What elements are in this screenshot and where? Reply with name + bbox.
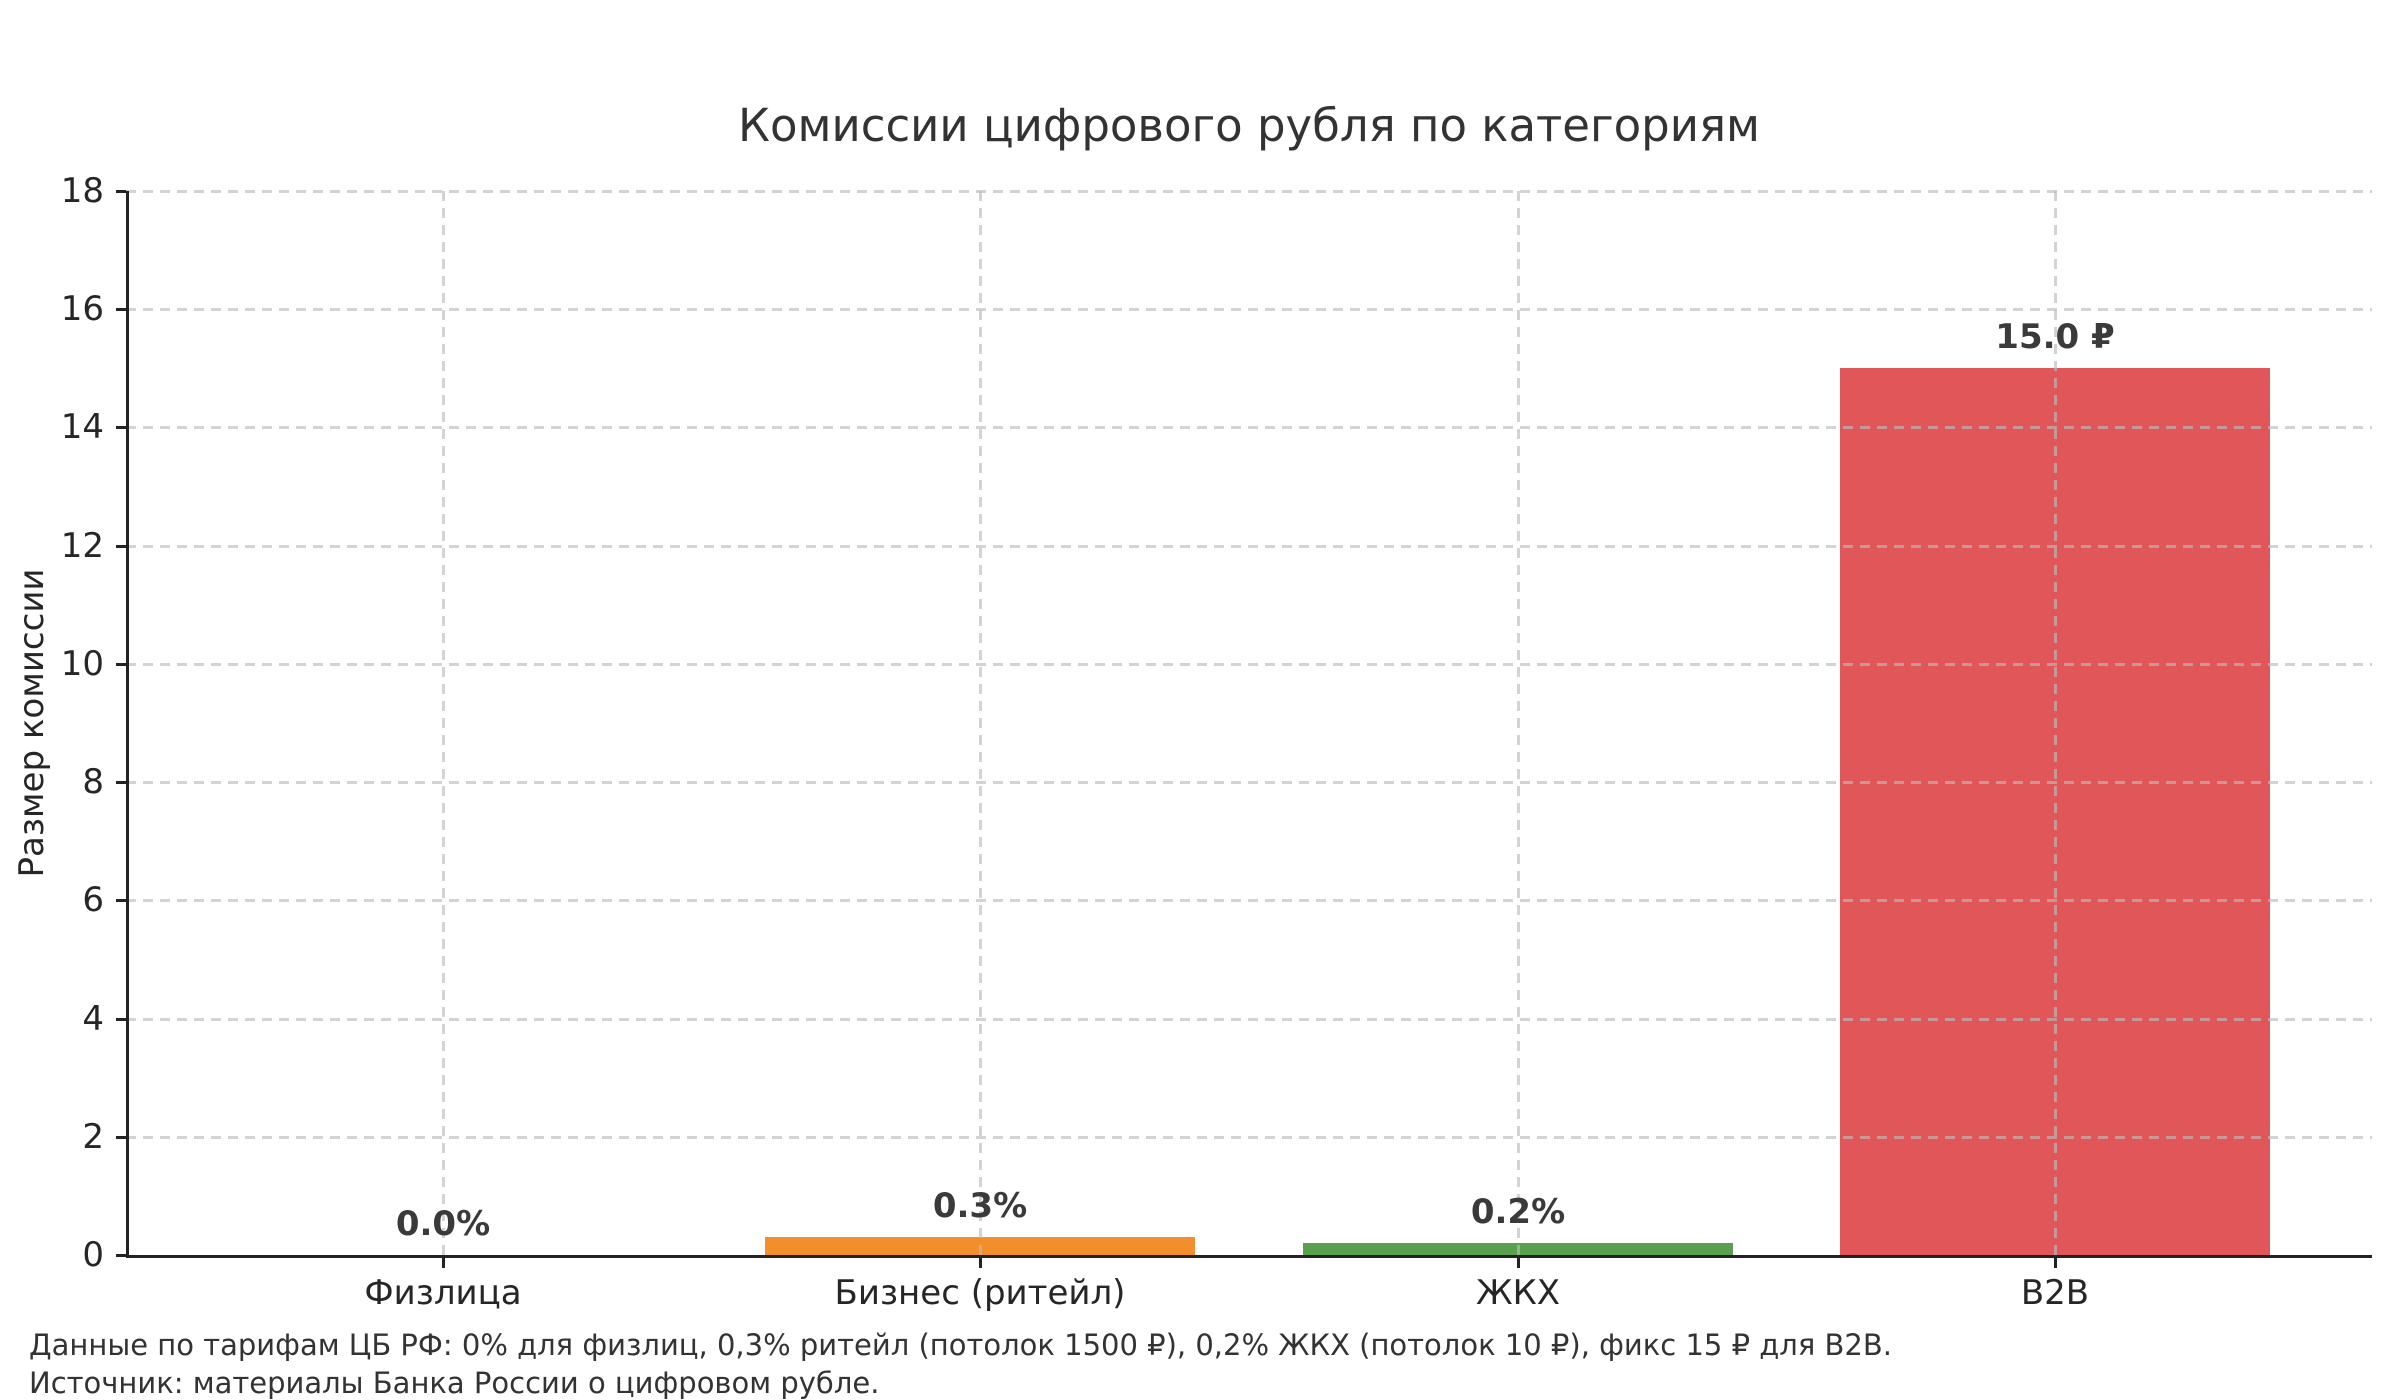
x-tick-mark (979, 1258, 982, 1268)
bar-value-label: 0.0% (395, 1204, 491, 1244)
y-tick-mark (116, 545, 126, 548)
x-tick-label: ЖКХ (1475, 1273, 1561, 1313)
x-tick-label: B2B (2020, 1273, 2090, 1313)
bar-value-label: 15.0 ₽ (1995, 317, 2115, 357)
x-gridline (1517, 191, 1520, 1255)
x-tick-label: Физлица (364, 1273, 522, 1313)
bar-value-label: 0.3% (932, 1186, 1028, 1226)
y-tick-label: 18 (60, 171, 104, 211)
y-tick-label: 8 (82, 762, 104, 802)
footnote-line-1: Данные по тарифам ЦБ РФ: 0% для физлиц, … (29, 1328, 1892, 1362)
y-tick-label: 16 (60, 289, 104, 329)
y-tick-mark (116, 781, 126, 784)
y-gridline (126, 545, 2372, 548)
y-tick-mark (116, 426, 126, 429)
y-axis-label: Размер комиссии (12, 568, 52, 878)
y-tick-mark (116, 1018, 126, 1021)
x-tick-label: Бизнес (ритейл) (834, 1273, 1126, 1313)
y-tick-mark (116, 663, 126, 666)
x-gridline (442, 191, 445, 1255)
y-tick-label: 2 (82, 1117, 104, 1157)
y-gridline (126, 781, 2372, 784)
y-tick-label: 0 (82, 1235, 104, 1275)
y-gridline (126, 426, 2372, 429)
bar-value-label: 0.2% (1470, 1192, 1566, 1232)
x-gridline (979, 191, 982, 1255)
footnote-line-2: Источник: материалы Банка России о цифро… (29, 1366, 880, 1400)
y-gridline (126, 308, 2372, 311)
y-gridline (126, 190, 2372, 193)
y-tick-mark (116, 1136, 126, 1139)
x-tick-mark (2054, 1258, 2057, 1268)
x-axis-spine (126, 1255, 2372, 1258)
y-tick-label: 6 (82, 880, 104, 920)
x-tick-mark (1517, 1258, 1520, 1268)
x-gridline (2054, 191, 2057, 1255)
y-tick-label: 12 (60, 526, 104, 566)
y-tick-mark (116, 899, 126, 902)
y-tick-mark (116, 190, 126, 193)
y-tick-label: 14 (60, 407, 104, 447)
chart-title: Комиссии цифрового рубля по категориям (738, 99, 1760, 152)
y-gridline (126, 1136, 2372, 1139)
y-tick-label: 4 (82, 999, 104, 1039)
footnote: Данные по тарифам ЦБ РФ: 0% для физлиц, … (29, 1326, 1892, 1400)
x-tick-mark (442, 1258, 445, 1268)
y-gridline (126, 899, 2372, 902)
y-axis-spine (126, 191, 129, 1258)
y-gridline (126, 1018, 2372, 1021)
y-tick-mark (116, 1254, 126, 1257)
y-gridline (126, 663, 2372, 666)
y-tick-mark (116, 308, 126, 311)
y-tick-label: 10 (60, 644, 104, 684)
